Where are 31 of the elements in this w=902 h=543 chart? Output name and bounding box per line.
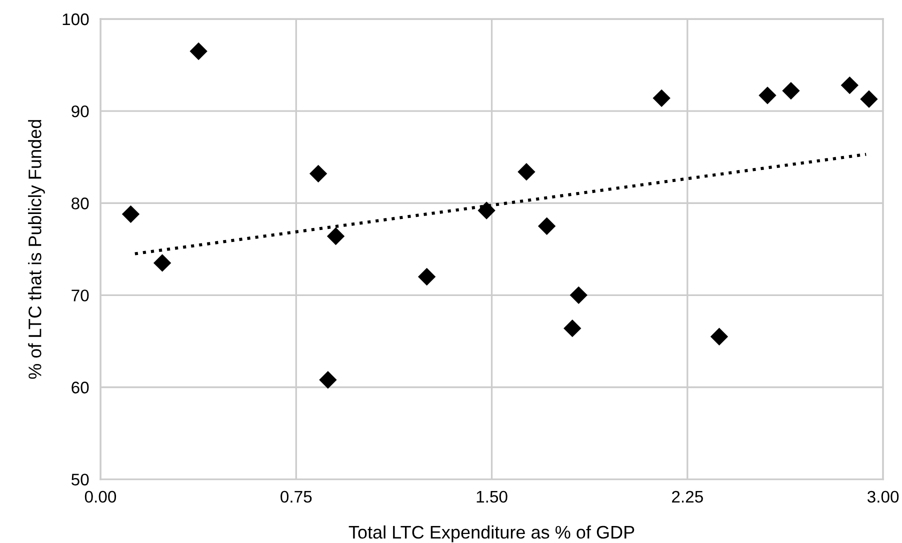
point [327,228,344,245]
x-tick-label: 1.50 [476,490,508,503]
x-tick-label: 2.25 [672,490,703,503]
point [154,254,171,272]
point [570,286,588,304]
point [122,206,140,223]
point [418,268,436,286]
point [518,163,536,180]
point [310,165,327,182]
point [478,202,496,220]
x-tick-label: 0.75 [280,490,312,503]
point [860,90,878,108]
y-tick-label: 100 [62,13,89,26]
point [190,42,208,60]
point [653,90,670,107]
y-tick-label: 70 [72,290,89,302]
point [538,218,556,235]
point [564,320,581,337]
y-tick-label: 80 [72,198,89,210]
point [319,371,337,388]
point [710,328,728,346]
point [758,86,776,104]
point [782,82,800,100]
x-tick-label: 3.00 [867,490,899,503]
y-tick-label: 60 [72,382,89,394]
y-tick-label: 50 [72,474,89,486]
x-tick-label: 0.00 [84,490,116,503]
x-axis-title: Total LTC Expenditure as % of GDP [348,525,634,542]
y-axis-title: % of LTC that is Publicly Funded [28,120,45,379]
point [841,76,858,94]
y-tick-label: 90 [72,105,89,118]
